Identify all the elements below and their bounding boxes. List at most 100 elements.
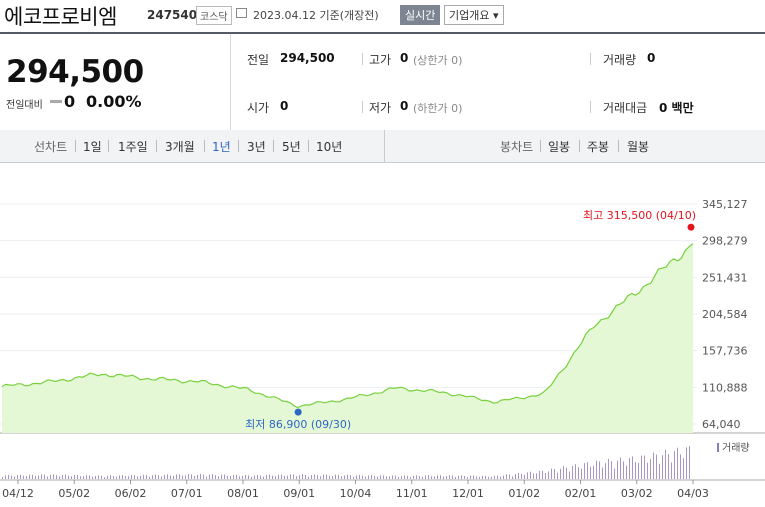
volume-bar: [410, 477, 411, 479]
x-tick-label: 07/01: [171, 487, 203, 500]
amount-value: 0 백만: [659, 101, 694, 115]
realtime-button[interactable]: 실시간: [400, 5, 441, 25]
volume-bar: [521, 473, 522, 479]
tab-1d[interactable]: 1일: [83, 140, 102, 154]
volume-bar: [245, 474, 246, 479]
volume-bar: [416, 475, 417, 479]
volume-bar: [260, 475, 261, 479]
volume-bar: [290, 474, 291, 479]
volume-bar: [656, 454, 657, 479]
tab-3m[interactable]: 3개월: [165, 140, 195, 154]
chevron-down-icon: ▾: [492, 9, 499, 22]
volume-bar: [143, 474, 144, 479]
prev-close-label: 전일: [247, 53, 270, 67]
divider: [540, 140, 541, 152]
volume-bar: [83, 476, 84, 479]
tab-10y[interactable]: 10년: [316, 140, 343, 154]
volume-bar: [317, 475, 318, 479]
volume-bar: [272, 475, 273, 479]
volume-bar: [170, 475, 171, 479]
volume-bar: [89, 475, 90, 479]
volume-bar: [512, 476, 513, 479]
volume-bar: [182, 475, 183, 479]
volume-bar: [119, 475, 120, 479]
volume-bar: [68, 475, 69, 479]
volume-bar: [608, 458, 609, 479]
volume-bar: [215, 475, 216, 479]
volume-bar: [11, 475, 12, 479]
divider: [590, 53, 591, 65]
open-value: 0: [280, 99, 289, 113]
volume-bar: [8, 474, 9, 479]
volume-bar: [515, 474, 516, 479]
tab-weekly[interactable]: 주봉: [587, 140, 610, 154]
volume-bar: [14, 476, 15, 479]
volume-bar: [485, 475, 486, 479]
tab-5y[interactable]: 5년: [282, 140, 301, 154]
tab-monthly[interactable]: 월봉: [627, 140, 650, 154]
volume-bar: [38, 475, 39, 479]
volume-bar: [296, 476, 297, 479]
company-info-dropdown[interactable]: 기업개요 ▾: [444, 5, 504, 25]
x-tick-label: 12/01: [452, 487, 484, 500]
volume-legend: 거래량: [722, 442, 750, 454]
volume-bar: [524, 474, 525, 479]
volume-bar: [146, 475, 147, 479]
volume-bar: [338, 474, 339, 479]
volume-bar: [77, 474, 78, 479]
x-tick-label: 10/04: [340, 487, 372, 500]
volume-bar: [359, 474, 360, 479]
volume-bar: [467, 477, 468, 479]
volume-bar: [602, 467, 603, 479]
volume-bar: [413, 475, 414, 479]
divider: [590, 101, 591, 113]
tab-daily[interactable]: 일봉: [548, 140, 571, 154]
volume-bar: [401, 476, 402, 479]
company-name: 에코프로비엠: [4, 5, 117, 29]
volume-bar: [566, 467, 567, 479]
tab-3y[interactable]: 3년: [247, 140, 266, 154]
change-label: 전일대비: [6, 100, 43, 111]
volume-bar: [128, 476, 129, 479]
volume-bar: [218, 476, 219, 479]
volume-bar: [491, 476, 492, 479]
volume-bar: [371, 475, 372, 479]
tab-1y[interactable]: 1년: [212, 140, 231, 154]
volume-bar: [674, 451, 675, 479]
tab-1w[interactable]: 1주일: [118, 140, 148, 154]
volume-bar: [329, 475, 330, 479]
volume-bar: [518, 472, 519, 479]
volume-bar: [497, 475, 498, 479]
volume-bar: [584, 463, 585, 479]
volume-bar: [221, 474, 222, 479]
volume-bar: [398, 476, 399, 479]
lower-limit: (하한가 0): [413, 102, 463, 115]
y-tick-label: 345,127: [702, 198, 748, 211]
volume-bar: [293, 474, 294, 479]
volume-bar: [251, 476, 252, 479]
high-value: 0: [400, 51, 409, 65]
volume-bar: [671, 462, 672, 479]
volume-bar: [506, 474, 507, 479]
volume-bar: [134, 475, 135, 479]
volume-bar: [62, 474, 63, 479]
volume-bar: [596, 460, 597, 479]
volume-bar: [557, 472, 558, 479]
volume-bar: [380, 475, 381, 479]
volume-bar: [281, 474, 282, 479]
volume-bar: [599, 461, 600, 479]
volume-bar: [269, 474, 270, 479]
volume-bar: [188, 474, 189, 479]
volume-bar: [449, 475, 450, 479]
volume-bar: [503, 475, 504, 479]
x-tick-label: 04/12: [2, 487, 34, 500]
volume-bar: [362, 475, 363, 479]
volume-bar: [287, 475, 288, 479]
volume-bar: [149, 476, 150, 479]
volume-bar: [680, 454, 681, 479]
volume-bar: [527, 472, 528, 479]
volume-bar: [632, 456, 633, 479]
volume-bar: [161, 476, 162, 479]
volume-bar: [563, 466, 564, 479]
